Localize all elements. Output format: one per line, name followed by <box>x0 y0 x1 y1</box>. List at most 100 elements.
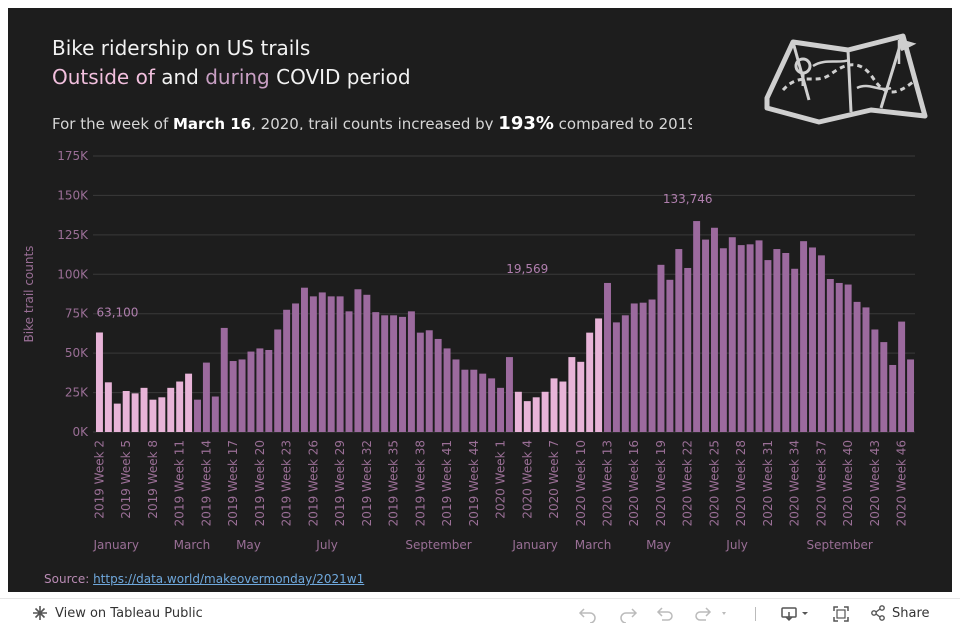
bar[interactable] <box>461 369 469 432</box>
bar[interactable] <box>318 292 326 432</box>
bar[interactable] <box>113 403 121 432</box>
bar[interactable] <box>684 267 692 432</box>
source-link[interactable]: https://data.world/makeovermonday/2021w1 <box>93 572 365 586</box>
bar[interactable] <box>176 381 184 432</box>
bar[interactable] <box>568 357 576 432</box>
bar[interactable] <box>399 316 406 432</box>
bar[interactable] <box>773 249 781 432</box>
bar[interactable] <box>238 359 246 432</box>
bar[interactable] <box>577 361 585 432</box>
bar[interactable] <box>354 289 362 432</box>
bar[interactable] <box>345 311 353 432</box>
bar[interactable] <box>755 240 763 432</box>
bar[interactable] <box>541 391 549 432</box>
bar[interactable] <box>247 351 255 432</box>
bar[interactable] <box>889 364 897 432</box>
bar[interactable] <box>880 342 888 432</box>
bar[interactable] <box>497 387 505 432</box>
bar[interactable] <box>363 294 371 432</box>
bar[interactable] <box>746 244 754 432</box>
bar[interactable] <box>809 247 816 432</box>
bar[interactable] <box>185 373 193 432</box>
bar[interactable] <box>817 255 825 432</box>
bar[interactable] <box>604 282 611 432</box>
bar[interactable] <box>336 296 344 432</box>
bar[interactable] <box>550 378 558 432</box>
bar[interactable] <box>612 322 620 432</box>
bar[interactable] <box>853 301 861 432</box>
bar[interactable] <box>327 296 335 432</box>
bar[interactable] <box>309 296 317 432</box>
bar[interactable] <box>122 390 130 432</box>
bar[interactable] <box>702 239 710 432</box>
redo-icon[interactable] <box>618 605 638 623</box>
bar[interactable] <box>728 237 736 432</box>
bar[interactable] <box>675 249 683 432</box>
bar[interactable] <box>149 399 157 432</box>
bar[interactable] <box>443 348 451 432</box>
bar[interactable] <box>202 362 210 432</box>
bar[interactable] <box>390 315 398 432</box>
bar[interactable] <box>782 252 790 432</box>
bar[interactable] <box>220 327 228 432</box>
bar[interactable] <box>693 221 701 432</box>
bar[interactable] <box>710 227 718 432</box>
bar[interactable] <box>300 287 308 432</box>
bar[interactable] <box>907 359 915 432</box>
bar[interactable] <box>256 348 264 432</box>
bar[interactable] <box>452 359 460 432</box>
bar[interactable] <box>434 338 442 432</box>
bar[interactable] <box>835 282 843 432</box>
bar[interactable] <box>372 312 380 432</box>
bar[interactable] <box>229 361 237 432</box>
bar[interactable] <box>791 268 799 432</box>
bar[interactable] <box>131 393 139 432</box>
legend-during-covid[interactable]: during <box>205 65 270 89</box>
bar[interactable] <box>505 357 513 432</box>
bar[interactable] <box>292 303 300 432</box>
bar[interactable] <box>871 329 879 432</box>
bar[interactable] <box>844 284 852 432</box>
bar[interactable] <box>514 391 522 432</box>
bar[interactable] <box>488 378 496 432</box>
bar[interactable] <box>630 303 638 432</box>
bar[interactable] <box>194 399 201 432</box>
bar[interactable] <box>595 318 603 432</box>
bar[interactable] <box>523 401 531 432</box>
bar[interactable] <box>140 387 148 432</box>
bar[interactable] <box>425 330 433 432</box>
bar[interactable] <box>104 382 112 432</box>
bar[interactable] <box>211 396 219 432</box>
bar[interactable] <box>898 321 906 432</box>
bar[interactable] <box>666 279 674 432</box>
bar[interactable] <box>639 302 647 432</box>
bar[interactable] <box>283 309 291 432</box>
bar[interactable] <box>532 397 540 432</box>
bar[interactable] <box>737 245 745 432</box>
refresh-icon[interactable] <box>694 605 732 623</box>
bar[interactable] <box>586 332 594 432</box>
bar[interactable] <box>416 332 424 432</box>
bar[interactable] <box>158 397 166 432</box>
bar[interactable] <box>265 349 273 432</box>
bar[interactable] <box>95 332 103 432</box>
fullscreen-icon[interactable] <box>832 605 850 623</box>
bar[interactable] <box>657 264 665 432</box>
bar[interactable] <box>470 369 478 432</box>
download-icon[interactable] <box>780 605 812 623</box>
bar[interactable] <box>559 381 567 432</box>
bar[interactable] <box>826 279 834 432</box>
bar[interactable] <box>479 373 487 432</box>
bar[interactable] <box>381 315 389 432</box>
revert-icon[interactable] <box>656 605 676 623</box>
bar[interactable] <box>862 307 870 432</box>
bar[interactable] <box>648 299 656 432</box>
bar[interactable] <box>167 387 175 432</box>
undo-icon[interactable] <box>578 605 598 623</box>
bar[interactable] <box>800 241 808 432</box>
legend-outside-covid[interactable]: Outside of <box>52 65 155 89</box>
bar[interactable] <box>274 329 282 432</box>
bar[interactable] <box>764 260 772 432</box>
bar[interactable] <box>621 315 629 432</box>
bar[interactable] <box>407 311 415 432</box>
